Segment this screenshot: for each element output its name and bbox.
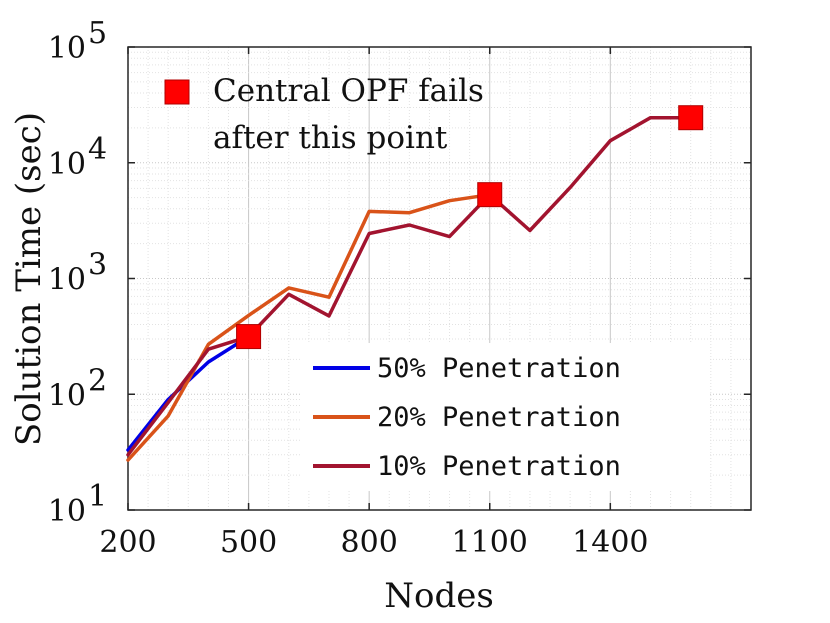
y-tick-label-exponent: 4 xyxy=(88,132,107,167)
annotation-line-2: after this point xyxy=(213,120,448,156)
x-tick-label: 800 xyxy=(341,525,398,560)
series-layer xyxy=(126,115,693,462)
legend-label-10: 10% Penetration xyxy=(377,451,621,482)
x-axis-title: Nodes xyxy=(384,576,494,616)
annotation-marker xyxy=(164,79,190,105)
y-tick-label: 10 xyxy=(48,263,86,298)
series-line-20-penetration xyxy=(126,192,492,462)
y-tick-label: 10 xyxy=(48,494,86,529)
annotation: Central OPF fails after this point xyxy=(164,73,484,156)
legend-label-20: 20% Penetration xyxy=(377,402,621,433)
legend: 50% Penetration 20% Penetration 10% Pene… xyxy=(300,343,710,491)
failure-marker xyxy=(477,182,503,208)
legend-label-50: 50% Penetration xyxy=(377,353,621,384)
y-tick-label: 10 xyxy=(48,31,86,66)
y-tick-label-exponent: 5 xyxy=(88,16,107,51)
marker-layer xyxy=(236,105,704,350)
y-tick-label: 10 xyxy=(48,378,86,413)
failure-marker xyxy=(236,324,262,350)
x-tick-label: 500 xyxy=(220,525,277,560)
annotation-line-1: Central OPF fails xyxy=(213,73,484,109)
x-tick-label: 1100 xyxy=(452,525,528,560)
y-tick-label-exponent: 2 xyxy=(88,363,107,398)
y-tick-label: 10 xyxy=(48,147,86,182)
series-line-10-penetration xyxy=(126,115,693,457)
y-axis-title: Solution Time (sec) xyxy=(9,112,49,446)
x-tick-label: 1400 xyxy=(572,525,648,560)
y-tick-label-exponent: 1 xyxy=(88,479,107,514)
failure-marker xyxy=(678,105,704,131)
y-tick-label-exponent: 3 xyxy=(88,248,107,283)
x-tick-label: 200 xyxy=(99,525,156,560)
